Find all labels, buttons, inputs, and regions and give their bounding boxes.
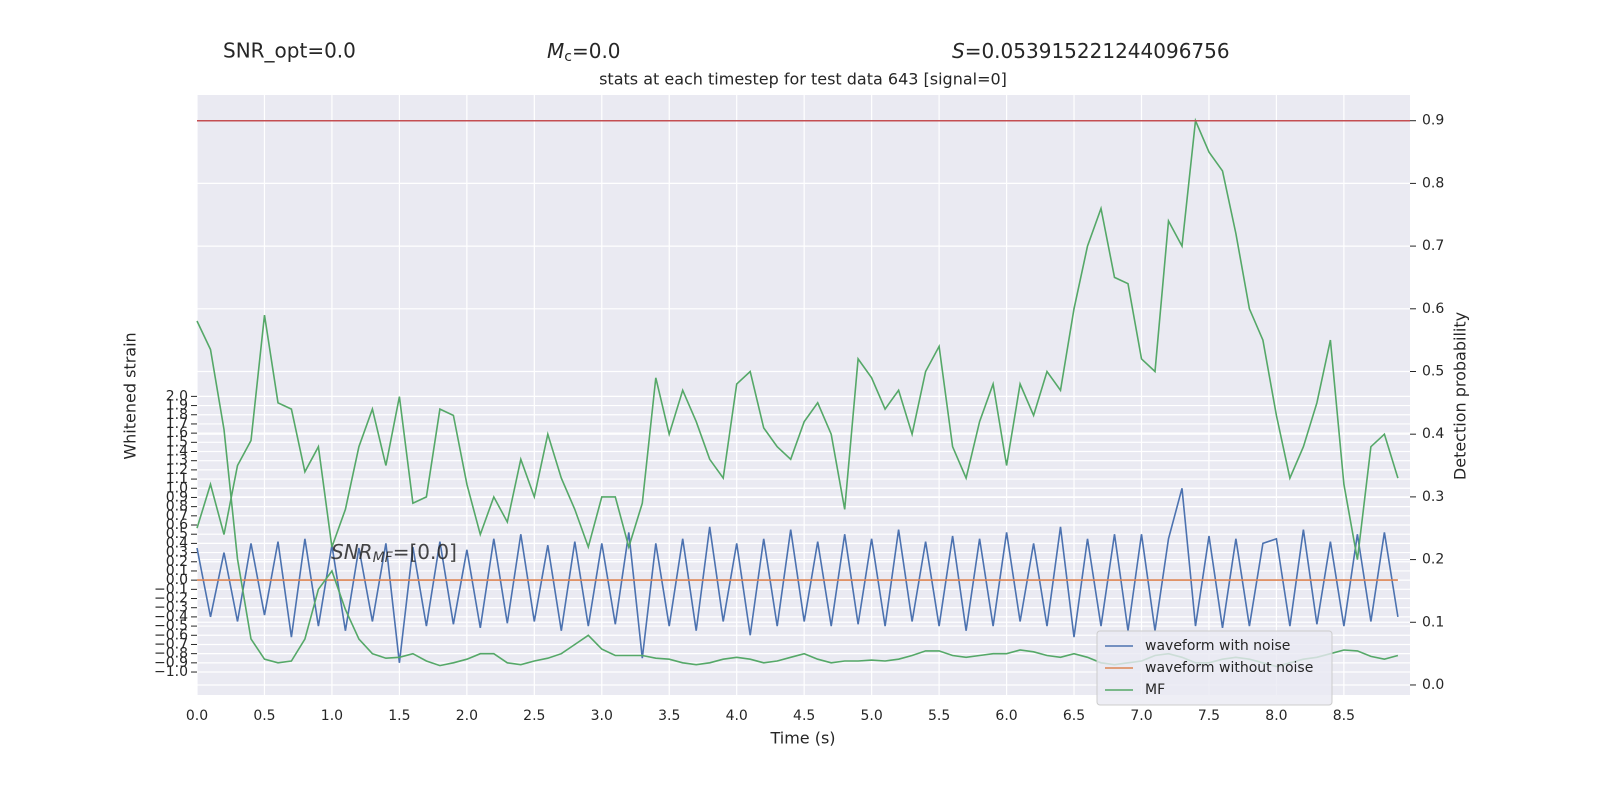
y-tick-label: 1.7 <box>166 416 188 432</box>
x-tick-label: 8.0 <box>1265 708 1287 724</box>
series-line <box>196 488 1399 663</box>
y-tick-label: 1.9 <box>166 398 188 414</box>
x-tick-label: 7.0 <box>1130 708 1152 724</box>
series-line <box>196 117 1399 560</box>
y2-tick-label: 0.7 <box>1422 238 1444 254</box>
annotation-sub: MF <box>373 550 394 566</box>
x-tick-label: 4.0 <box>726 708 748 724</box>
x-tick-label: 0.0 <box>186 708 208 724</box>
y-tick-label: 0.9 <box>166 489 188 505</box>
x-tick-label: 6.0 <box>995 708 1017 724</box>
legend-box <box>1096 630 1333 706</box>
y-tick-label: 0.8 <box>166 499 188 515</box>
s-rest: =0.053915221244096756 <box>965 39 1230 63</box>
y-tick-label: 1.1 <box>166 471 188 487</box>
legend: waveform with noise waveform without nois… <box>1096 630 1333 706</box>
legend-label: MF <box>1145 682 1165 698</box>
grid: 0.0 0.5 1.0 1.5 2.0 2.5 3.0 3.5 4.0 4.5 5.0 5.5 6.0 6… <box>154 95 1444 724</box>
y-tick-label: 1.0 <box>166 480 188 496</box>
y2-tick-label: 0.0 <box>1422 677 1444 693</box>
mc-main: M <box>547 39 564 63</box>
y-tick-label: 1.8 <box>166 407 188 423</box>
y2-tick-label: 0.9 <box>1422 113 1444 129</box>
y2-tick-label: 0.8 <box>1422 175 1444 191</box>
y-tick-label: 1.6 <box>166 425 188 441</box>
legend-label: waveform with noise <box>1145 638 1290 654</box>
y2-tick-label: 0.1 <box>1422 614 1444 630</box>
s-main: S <box>952 39 965 63</box>
y2-tick-label: 0.5 <box>1422 363 1444 379</box>
y-tick-label: 0.0 <box>166 572 188 588</box>
y-tick-label: −0.4 <box>154 609 188 625</box>
annotation: SNRMF=[0.0] <box>331 540 457 567</box>
y-tick-label: 1.2 <box>166 462 188 478</box>
snr-opt: SNR_opt=0.0 <box>223 39 356 63</box>
x-tick-label: 0.5 <box>253 708 275 724</box>
y-tick-label: 1.4 <box>166 444 188 460</box>
annotation-main: SNR <box>331 540 373 564</box>
y-tick-label: −0.6 <box>154 627 188 643</box>
y-tick-label: −1.0 <box>154 664 188 680</box>
y2-tick-label: 0.4 <box>1422 426 1444 442</box>
x-tick-label: 4.5 <box>793 708 815 724</box>
y2-axis-label: Detection probability <box>1451 312 1470 480</box>
x-tick-label: 2.0 <box>456 708 478 724</box>
x-tick-label: 6.5 <box>1063 708 1085 724</box>
x-tick-label: 5.5 <box>928 708 950 724</box>
x-axis-label: Time (s) <box>769 729 835 748</box>
x-tick-label: 1.0 <box>321 708 343 724</box>
y2-tick-label: 0.3 <box>1422 489 1444 505</box>
y-tick-label: −0.2 <box>154 591 188 607</box>
y-tick-label: 0.4 <box>166 535 188 551</box>
y-tick-label: 0.7 <box>166 508 188 524</box>
y-tick-label: 1.3 <box>166 453 188 469</box>
legend-label: waveform without noise <box>1145 660 1313 676</box>
y2-tick-label: 0.6 <box>1422 301 1444 317</box>
y-tick-label: 0.2 <box>166 554 188 570</box>
y-tick-label: −0.9 <box>154 655 188 671</box>
x-tick-label: 8.5 <box>1333 708 1355 724</box>
y-tick-label: 0.5 <box>166 526 188 542</box>
y-axis-label: Whitened strain <box>121 332 140 459</box>
y-tick-label: 0.1 <box>166 563 188 579</box>
plot-area <box>197 95 1410 695</box>
y-tick-label: −0.3 <box>154 600 188 616</box>
y-tick-label: −0.5 <box>154 618 188 634</box>
y-tick-label: 2.0 <box>166 388 188 404</box>
y-tick-label: 0.3 <box>166 545 188 561</box>
y-tick-label: −0.7 <box>154 636 188 652</box>
x-tick-label: 7.5 <box>1198 708 1220 724</box>
annotation-rest: =[0.0] <box>393 540 457 564</box>
x-tick-label: 3.5 <box>658 708 680 724</box>
y-tick-label: −0.1 <box>154 581 188 597</box>
s-label: S=0.053915221244096756 <box>952 39 1230 63</box>
y2-tick-label: 0.2 <box>1422 552 1444 568</box>
mc-rest: =0.0 <box>572 39 621 63</box>
y-tick-label: 1.5 <box>166 434 188 450</box>
x-tick-label: 3.0 <box>591 708 613 724</box>
mc-label: Mc=0.0 <box>547 39 621 66</box>
x-tick-label: 1.5 <box>388 708 410 724</box>
x-tick-label: 5.0 <box>861 708 883 724</box>
mc-sub: c <box>564 49 572 65</box>
y-tick-label: −0.8 <box>154 646 188 662</box>
y-tick-label: 0.6 <box>166 517 188 533</box>
x-tick-label: 2.5 <box>523 708 545 724</box>
chart-title: stats at each timestep for test data 643… <box>599 70 1007 89</box>
